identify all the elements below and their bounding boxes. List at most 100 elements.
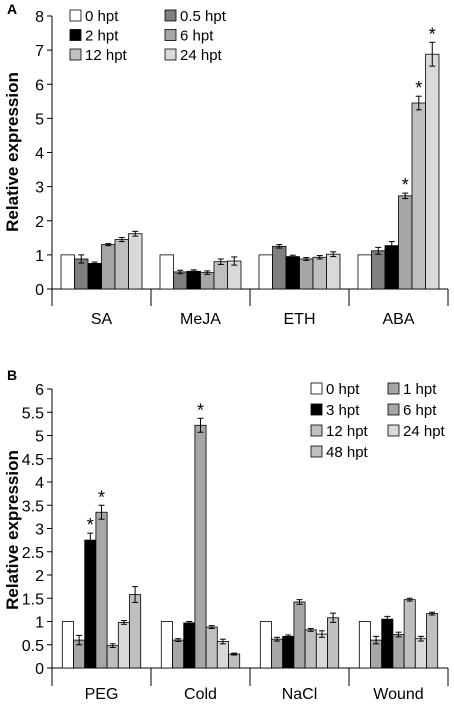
legend-label: 3 hpt: [326, 402, 360, 419]
legend-swatch: [310, 424, 323, 437]
bar: [357, 254, 372, 290]
y-tick-label: 6: [35, 382, 44, 399]
y-tick-label: 3.5: [22, 498, 44, 515]
bar: [285, 256, 300, 290]
y-tick-label: 4.5: [22, 452, 44, 469]
bar: [425, 53, 440, 290]
bar: [183, 622, 196, 669]
bar: [282, 635, 295, 669]
bar: [414, 638, 427, 669]
significance-star: *: [87, 515, 94, 535]
panel-a-chart: A Relative expression 0 1 2 3 4 5 6 7 8 SA MeJA ETH * *…: [3, 1, 449, 328]
bar: [87, 263, 102, 290]
y-tick-label: 5.5: [22, 405, 44, 422]
bar: [411, 102, 426, 290]
panel-label: A: [7, 1, 17, 17]
bar: [327, 617, 340, 669]
legend-label: 0.5 hpt: [180, 8, 227, 25]
y-tick-label: 1: [35, 248, 44, 265]
panel-b-chart: B Relative expression 0 0.5 1 1.5 2 2.5 3 3.5 4 4.5…: [3, 367, 449, 703]
legend-swatch: [387, 424, 400, 437]
category-label: PEG: [85, 686, 119, 703]
category-label: SA: [91, 311, 113, 328]
bar: [213, 261, 228, 290]
bar: [205, 626, 218, 669]
y-tick-label: 4: [35, 146, 44, 163]
bar: [114, 239, 129, 290]
bar: [381, 618, 394, 669]
y-axis-title: Relative expression: [3, 72, 22, 232]
y-tick-label: 0.5: [22, 638, 44, 655]
bar: [272, 245, 287, 290]
y-tick-label: 2: [35, 214, 44, 231]
y-tick-label: 2: [35, 568, 44, 585]
legend-swatch: [164, 29, 177, 41]
y-tick-label: 2.5: [22, 545, 44, 562]
significance-star: *: [197, 400, 204, 420]
legend-label: 12 hpt: [85, 47, 128, 64]
bar: [106, 645, 119, 669]
category-label: MeJA: [180, 311, 221, 328]
legend-swatch: [387, 382, 400, 395]
legend-label: 48 hpt: [326, 444, 369, 461]
legend-label: 2 hpt: [85, 28, 119, 45]
bar: [326, 253, 341, 290]
legend-swatch: [387, 403, 400, 416]
bar: [398, 195, 413, 290]
category-label: NaCl: [282, 686, 318, 703]
bar: [228, 653, 241, 669]
y-tick-label: 7: [35, 43, 44, 60]
bar: [159, 254, 174, 290]
y-axis-title: Relative expression: [3, 450, 22, 610]
category-label: Cold: [184, 686, 217, 703]
bar: [271, 638, 284, 669]
bar: [384, 245, 399, 290]
bar: [129, 594, 142, 669]
legend-swatch: [310, 445, 323, 458]
legend-swatch: [69, 29, 82, 41]
y-tick-label: 6: [35, 77, 44, 94]
y-tick-label: 1.5: [22, 591, 44, 608]
legend-label: 6 hpt: [180, 28, 214, 45]
category-label: ETH: [284, 311, 316, 328]
y-tick-label: 3: [35, 180, 44, 197]
y-tick-label: 3: [35, 522, 44, 539]
bar: [315, 633, 328, 669]
category-label: Wound: [373, 686, 423, 703]
legend-label: 1 hpt: [403, 381, 437, 398]
bar: [95, 511, 108, 669]
bar: [216, 641, 229, 669]
y-tick-label: 5: [35, 429, 44, 446]
bar: [194, 424, 207, 669]
bar: [403, 599, 416, 669]
bar: [128, 233, 143, 290]
bar: [186, 270, 201, 290]
legend-label: 0 hpt: [326, 381, 360, 398]
bar: [304, 629, 317, 669]
legend-swatch: [310, 382, 323, 395]
bar: [358, 621, 371, 669]
bar: [173, 271, 188, 290]
bar: [312, 256, 327, 290]
legend-label: 24 hpt: [403, 423, 446, 440]
panel-label: B: [7, 367, 17, 383]
legend-label: 6 hpt: [403, 402, 437, 419]
y-tick-label: 8: [35, 9, 44, 26]
bar: [371, 250, 386, 290]
legend-label: 24 hpt: [180, 47, 223, 64]
bar: [299, 258, 314, 290]
significance-star: *: [415, 78, 422, 98]
y-tick-label: 0: [35, 282, 44, 299]
bar: [392, 634, 405, 669]
bar: [101, 244, 116, 290]
bar: [160, 621, 173, 669]
bar: [60, 254, 75, 290]
bar: [61, 621, 74, 669]
bar: [172, 639, 185, 669]
bar: [259, 621, 272, 669]
legend-label: 0 hpt: [85, 8, 119, 25]
bar: [200, 272, 215, 290]
y-tick-label: 1: [35, 615, 44, 632]
significance-star: *: [402, 175, 409, 195]
